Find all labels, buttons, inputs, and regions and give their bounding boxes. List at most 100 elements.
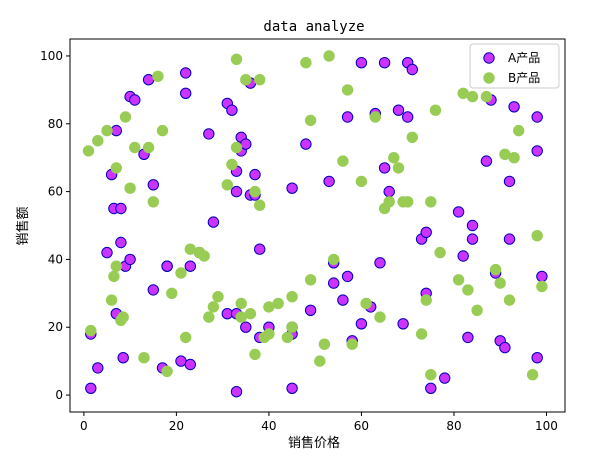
data-point: [462, 284, 474, 296]
data-point: [323, 50, 335, 62]
data-point: [110, 260, 123, 272]
data-point: [147, 284, 160, 296]
plot-frame: [69, 38, 566, 413]
data-point: [466, 219, 479, 232]
data-point: [337, 155, 349, 167]
y-tick-label: 60: [48, 185, 63, 199]
data-point: [402, 111, 414, 123]
data-point: [355, 175, 368, 188]
data-point: [392, 104, 405, 116]
data-point: [369, 111, 381, 123]
data-point: [508, 152, 520, 164]
data-point: [341, 111, 354, 123]
data-point: [503, 294, 516, 306]
data-point: [249, 168, 261, 181]
data-point: [254, 74, 266, 86]
y-tick-label: 0: [55, 388, 63, 402]
data-point: [180, 67, 192, 79]
x-tick-label: 40: [261, 419, 276, 433]
x-axis-label: 销售价格: [288, 435, 340, 451]
data-point: [531, 230, 543, 242]
data-point: [374, 257, 386, 269]
data-point: [471, 304, 483, 316]
legend-label-a: A产品: [508, 51, 540, 65]
data-point: [254, 243, 266, 255]
data-point: [240, 74, 252, 86]
data-point: [513, 124, 525, 137]
data-point: [221, 179, 234, 191]
data-point: [466, 90, 479, 103]
data-point: [203, 128, 215, 140]
data-point: [420, 226, 432, 239]
data-point: [124, 253, 136, 266]
data-point: [110, 162, 123, 174]
data-point: [536, 280, 548, 293]
data-point: [230, 141, 243, 154]
data-point: [166, 287, 178, 299]
data-point: [281, 331, 294, 344]
data-point: [383, 185, 395, 198]
data-point: [184, 260, 197, 272]
data-point: [161, 365, 173, 377]
data-point: [226, 104, 238, 116]
data-point: [406, 131, 418, 144]
data-point: [328, 253, 340, 266]
data-point: [508, 101, 520, 113]
data-point: [244, 308, 257, 320]
y-tick-label: 40: [48, 252, 63, 266]
y-tick-label: 20: [48, 320, 63, 334]
data-point: [415, 328, 428, 340]
data-point: [85, 324, 97, 337]
data-point: [526, 369, 539, 381]
data-point: [184, 358, 197, 371]
data-point: [129, 94, 141, 106]
data-point: [420, 294, 432, 306]
data-point: [152, 70, 164, 83]
series-b: [82, 50, 548, 381]
data-point: [235, 297, 247, 310]
points-layer: [82, 50, 548, 398]
data-point: [286, 321, 298, 333]
data-point: [147, 179, 160, 191]
data-point: [341, 84, 354, 96]
y-axis: 0 20 40 60 80 100: [40, 49, 70, 402]
data-point: [85, 382, 97, 394]
data-point: [503, 233, 516, 245]
data-point: [355, 57, 368, 69]
data-point: [117, 311, 129, 323]
data-point: [230, 386, 243, 398]
data-point: [494, 277, 506, 289]
data-point: [92, 135, 104, 147]
data-point: [318, 338, 331, 350]
data-point: [175, 267, 187, 279]
data-point: [249, 348, 261, 361]
data-point: [207, 216, 220, 228]
data-point: [286, 382, 298, 394]
data-point: [129, 141, 141, 154]
x-tick-label: 60: [354, 419, 369, 433]
data-point: [355, 318, 368, 330]
data-point: [240, 321, 252, 333]
data-point: [304, 114, 317, 127]
data-point: [360, 297, 372, 310]
legend: A产品 B产品: [469, 43, 560, 89]
data-point: [304, 274, 317, 286]
data-point: [156, 124, 169, 137]
data-point: [425, 369, 437, 381]
data-point: [101, 246, 113, 259]
data-point: [337, 294, 349, 306]
data-point: [249, 185, 261, 198]
data-point: [230, 185, 243, 198]
data-point: [230, 53, 243, 65]
data-point: [466, 233, 479, 245]
legend-marker-b: [483, 72, 495, 84]
data-point: [406, 63, 418, 76]
data-point: [462, 331, 474, 344]
data-point: [457, 250, 469, 262]
data-point: [119, 111, 132, 123]
data-point: [300, 57, 312, 69]
y-tick-label: 80: [48, 117, 63, 131]
data-point: [203, 311, 215, 323]
data-point: [531, 352, 543, 364]
